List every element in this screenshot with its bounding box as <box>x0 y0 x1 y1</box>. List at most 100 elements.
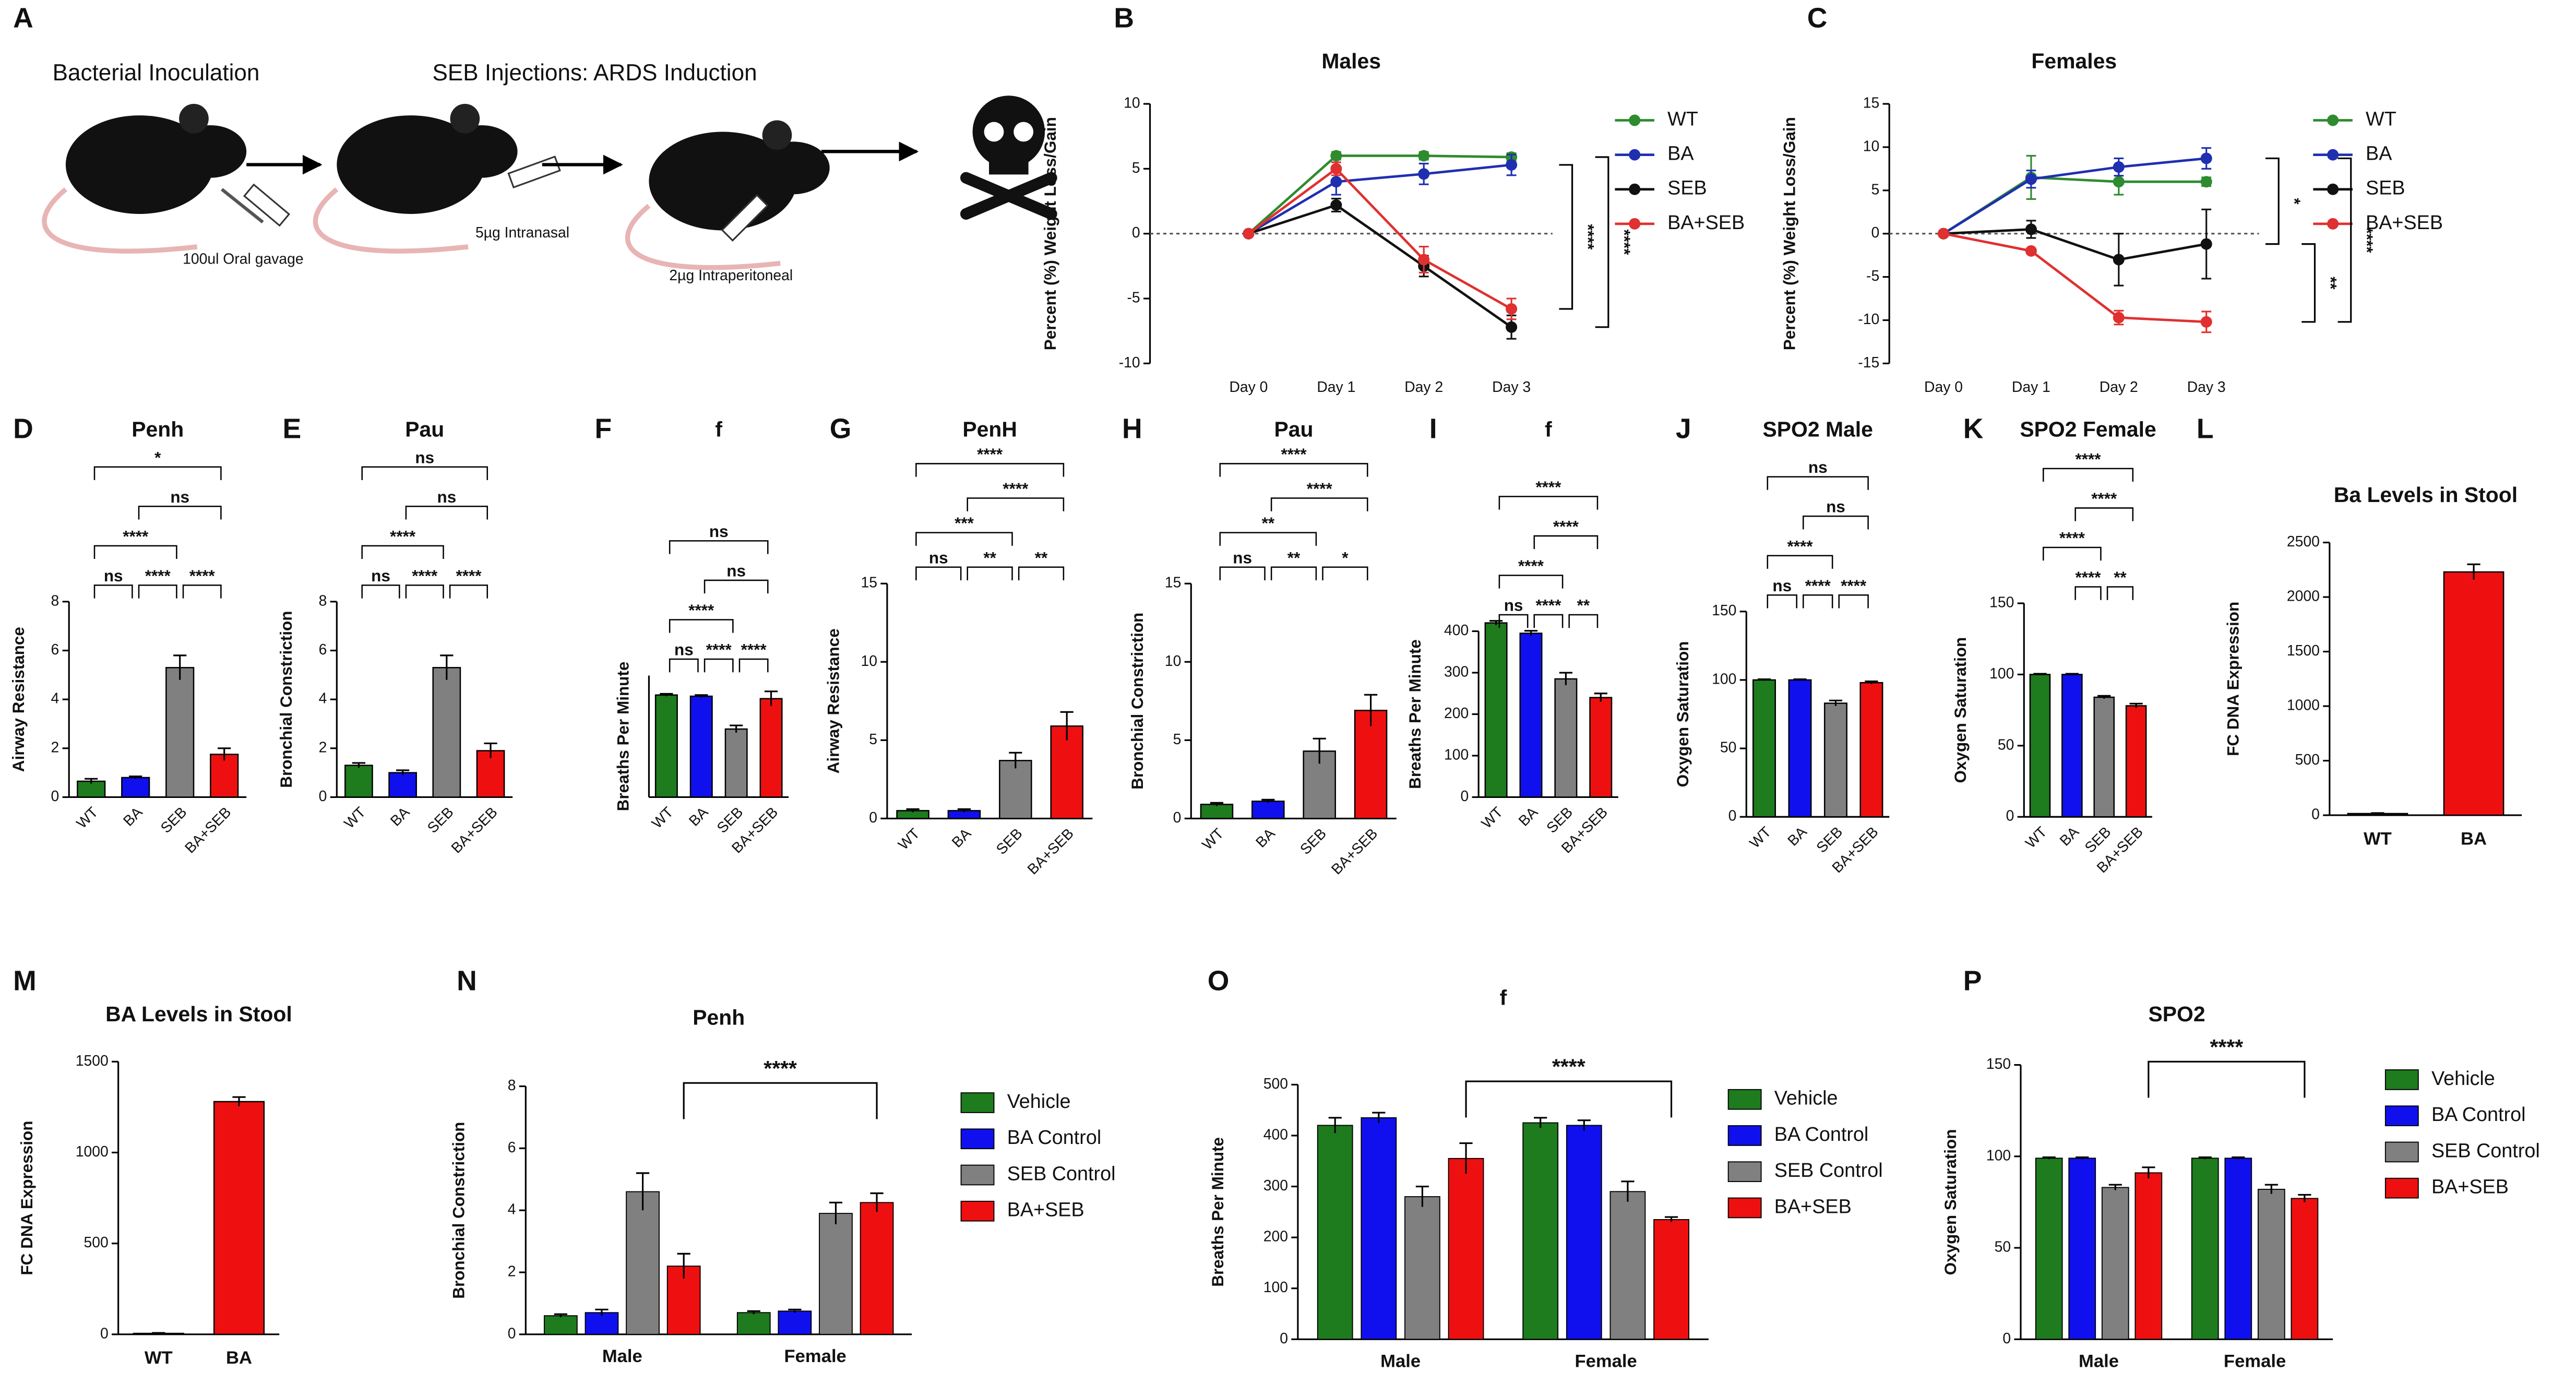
legend-label: WT <box>2366 108 2396 130</box>
x-tick-label: Day 2 <box>2100 379 2138 396</box>
legend-marker <box>2327 114 2339 126</box>
chart-title: f <box>715 417 722 441</box>
y-tick-label: 500 <box>1263 1076 1288 1092</box>
legend-label: SEB Control <box>1774 1160 1883 1182</box>
significance-bracket <box>1465 1080 1673 1118</box>
y-tick-label: 100 <box>1263 1279 1288 1296</box>
error-bar <box>1009 751 1022 769</box>
y-tick-label: 15 <box>1165 575 1182 591</box>
significance-label: **** <box>1535 478 1561 496</box>
bar <box>2134 1172 2163 1340</box>
x-tick-label: SEB <box>993 825 1026 858</box>
y-tick-label: 50 <box>1720 739 1737 756</box>
legend-label: Vehicle <box>2431 1068 2495 1090</box>
error-bar <box>1060 711 1074 741</box>
point <box>2113 161 2125 173</box>
bar <box>2101 1187 2129 1340</box>
line <box>1248 204 1512 328</box>
bar <box>344 765 373 798</box>
error-bar <box>870 1192 884 1212</box>
legend-swatch <box>960 1128 995 1150</box>
point <box>1506 321 1518 333</box>
significance-label: **** <box>688 601 714 619</box>
x-tick-label: BA <box>2057 824 2082 849</box>
y-tick-label: 0 <box>1871 224 1879 241</box>
bar <box>165 667 195 798</box>
point <box>1418 150 1430 162</box>
y-tick-label: 4 <box>508 1201 516 1218</box>
y-axis-label: Oxygen Saturation <box>1674 641 1692 788</box>
significance-bracket <box>2338 157 2352 323</box>
x-tick-label: Day 3 <box>2187 379 2226 396</box>
point <box>1243 228 1255 240</box>
significance-label: ns <box>1504 596 1523 615</box>
significance-bracket <box>1498 614 1529 628</box>
significance-label: * <box>1342 548 1349 567</box>
y-tick-label: 10 <box>1124 95 1140 112</box>
significance-bracket <box>2043 546 2102 561</box>
significance-bracket <box>738 658 769 673</box>
y-axis-label: Breaths Per Minute <box>614 662 633 812</box>
significance-bracket <box>1219 463 1368 477</box>
x-tick-label: WT <box>2364 829 2392 849</box>
legend-label: BA+SEB <box>1667 212 1745 234</box>
bar <box>1609 1191 1646 1340</box>
significance-label: **** <box>1805 577 1831 595</box>
x-tick-label: Male <box>602 1346 642 1366</box>
y-tick-label: 1500 <box>2287 642 2320 659</box>
x-tick-label: WT <box>74 804 102 832</box>
panel-label: O <box>1208 965 1230 996</box>
legend-swatch <box>2384 1105 2419 1127</box>
y-tick-label: 150 <box>1989 594 2014 611</box>
error-bar <box>396 769 410 775</box>
error-bar <box>484 742 497 758</box>
significance-label: **** <box>412 567 438 585</box>
significance-bracket <box>1559 164 1573 310</box>
error-bar <box>1757 678 1771 681</box>
error-bar <box>2371 812 2384 815</box>
significance-label: ns <box>1772 577 1792 595</box>
y-tick-label: 15 <box>861 575 877 591</box>
bar <box>819 1213 853 1335</box>
panel-label: E <box>282 414 301 445</box>
significance-bracket <box>915 532 1013 546</box>
bar <box>860 1202 894 1335</box>
error-bar <box>2232 1156 2245 1160</box>
legend-label: BA <box>1667 143 1694 165</box>
bar <box>1484 622 1508 798</box>
y-tick-label: 0 <box>508 1325 516 1342</box>
bar <box>2061 674 2083 818</box>
significance-bracket <box>2301 243 2316 323</box>
bar <box>2035 1158 2063 1340</box>
y-axis-label: Oxygen Saturation <box>1941 1129 1960 1275</box>
significance-bracket <box>1838 594 1869 609</box>
y-tick-label: 0 <box>2311 806 2320 823</box>
point <box>1418 254 1430 266</box>
y-tick-label: 0 <box>319 788 327 805</box>
x-tick-label: Female <box>784 1346 846 1366</box>
point <box>2113 176 2125 188</box>
bar <box>1404 1196 1440 1340</box>
y-axis-label: FC DNA Expression <box>2224 602 2243 756</box>
chart-title: SPO2 Female <box>2020 417 2156 441</box>
chart-title: Males <box>1321 49 1381 73</box>
panel-label: G <box>830 414 852 445</box>
mouse <box>42 104 247 254</box>
significance-label: **** <box>1003 480 1029 498</box>
legend-swatch <box>2384 1177 2419 1199</box>
point <box>1506 159 1518 171</box>
significance-label: ns <box>415 448 434 467</box>
point <box>2025 245 2037 257</box>
significance-label: **** <box>741 641 767 659</box>
x-tick-label: SEB <box>1297 825 1330 858</box>
significance-label: ns <box>709 522 729 541</box>
y-tick-label: 8 <box>51 592 59 609</box>
bar <box>1354 710 1388 819</box>
y-tick-label: 8 <box>508 1077 516 1094</box>
y-tick-label: 100 <box>1444 746 1469 763</box>
y-axis-label: Bronchial Constriction <box>450 1122 468 1299</box>
bar <box>778 1310 812 1335</box>
bar <box>654 694 678 798</box>
step-note: 100ul Oral gavage <box>183 251 304 268</box>
legend-label: BA Control <box>1007 1127 1102 1149</box>
